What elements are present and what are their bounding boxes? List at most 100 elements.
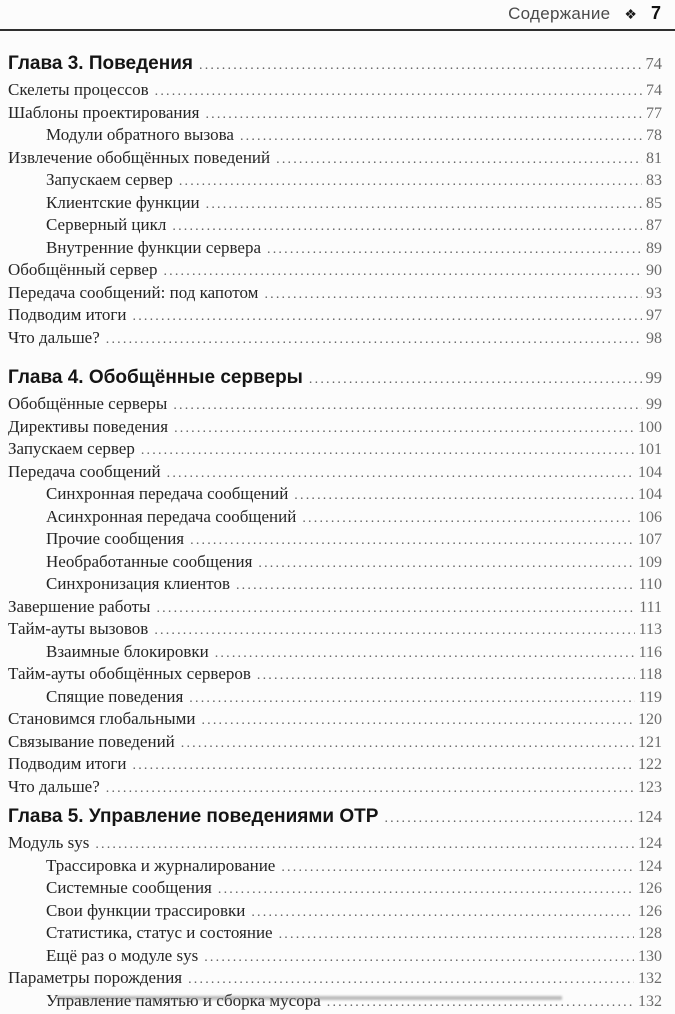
entry-title: Взаимные блокировки xyxy=(46,641,209,664)
dot-leader xyxy=(179,169,642,194)
entry-page-number: 132 xyxy=(638,991,662,1014)
entry-page-number: 107 xyxy=(638,529,662,552)
toc-section: Глава 3. Поведения74 Скелеты процессов 74… xyxy=(8,51,662,349)
toc-entry: Тайм-ауты обобщённых серверов118 xyxy=(8,663,662,686)
entry-title: Статистика, статус и состояние xyxy=(46,922,273,945)
toc-entry: Модули обратного вызова78 xyxy=(8,124,662,147)
dot-leader xyxy=(309,365,642,393)
entry-page-number: 116 xyxy=(639,642,662,665)
header-page-number: 7 xyxy=(651,3,661,24)
dot-leader xyxy=(276,147,642,172)
dot-leader xyxy=(206,192,642,217)
entry-title: Подводим итоги xyxy=(8,753,127,776)
entry-page-number: 89 xyxy=(646,238,662,261)
entry-page-number: 130 xyxy=(638,946,662,969)
dot-leader xyxy=(106,327,642,352)
entry-page-number: 81 xyxy=(646,148,662,171)
toc-section: Глава 5. Управление поведениями OTP124 М… xyxy=(8,804,662,1012)
toc-entry: Передача сообщений 104 xyxy=(8,461,662,484)
entry-page-number: 93 xyxy=(646,283,662,306)
toc-entry: Серверный цикл 87 xyxy=(8,214,662,237)
toc-entry: Запускаем сервер101 xyxy=(8,438,662,461)
chapter-heading: Глава 4. Обобщённые серверы 99 xyxy=(8,365,662,393)
chapter-title: Глава 4. Обобщённые серверы xyxy=(8,365,303,391)
header-title: Содержание xyxy=(508,4,610,24)
entry-page-number: 77 xyxy=(646,103,662,126)
dot-leader xyxy=(154,618,634,643)
dot-leader xyxy=(167,461,634,486)
entry-title: Подводим итоги xyxy=(8,304,127,327)
toc-entry: Спящие поведения119 xyxy=(8,686,662,709)
entry-title: Серверный цикл xyxy=(46,214,166,237)
page-header: Содержание ❖ 7 xyxy=(0,0,675,31)
entry-title: Передача сообщений xyxy=(8,461,161,484)
dot-leader xyxy=(172,214,642,239)
entry-title: Необработанные сообщения xyxy=(46,551,252,574)
dot-leader xyxy=(174,416,634,441)
entry-page-number: 99 xyxy=(646,394,662,417)
table-of-contents: Глава 3. Поведения74 Скелеты процессов 74… xyxy=(0,51,675,1012)
toc-entry: Скелеты процессов 74 xyxy=(8,79,662,102)
chapter-heading: Глава 5. Управление поведениями OTP124 xyxy=(8,804,662,832)
dot-leader xyxy=(199,51,642,79)
entry-page-number: 78 xyxy=(646,125,662,148)
entry-page-number: 100 xyxy=(638,417,662,440)
dot-leader xyxy=(181,731,634,756)
dot-leader xyxy=(384,804,633,832)
chapter-page-number: 99 xyxy=(646,365,663,391)
toc-entry: Что дальше?98 xyxy=(8,327,662,350)
entry-page-number: 124 xyxy=(638,833,662,856)
toc-entry: Статистика, статус и состояние128 xyxy=(8,922,662,945)
entry-title: Модуль sys xyxy=(8,832,89,855)
entry-page-number: 111 xyxy=(639,597,662,620)
entry-page-number: 90 xyxy=(646,260,662,283)
entry-title: Синхронная передача сообщений xyxy=(46,483,288,506)
entry-page-number: 104 xyxy=(638,462,662,485)
entry-title: Что дальше? xyxy=(8,776,100,799)
toc-entry: Становимся глобальными120 xyxy=(8,708,662,731)
entry-page-number: 121 xyxy=(638,732,662,755)
toc-entry: Шаблоны проектирования 77 xyxy=(8,102,662,125)
toc-entry: Внутренние функции сервера 89 xyxy=(8,237,662,260)
toc-entry: Управление памятью и сборка мусора 132 xyxy=(8,990,662,1013)
entry-title: Клиентские функции xyxy=(46,192,200,215)
entry-title: Запускаем сервер xyxy=(46,169,173,192)
toc-section: Глава 4. Обобщённые серверы99 Обобщённые… xyxy=(8,365,662,798)
toc-entry: Асинхронная передача сообщений106 xyxy=(8,506,662,529)
entry-page-number: 118 xyxy=(639,664,662,687)
entry-page-number: 126 xyxy=(638,878,662,901)
entry-title: Внутренние функции сервера xyxy=(46,237,261,260)
entry-page-number: 74 xyxy=(646,80,662,103)
toc-entry: Связывание поведений121 xyxy=(8,731,662,754)
toc-entry: Взаимные блокировки 116 xyxy=(8,641,662,664)
toc-entry: Ещё раз о модуле sys 130 xyxy=(8,945,662,968)
entry-page-number: 87 xyxy=(646,215,662,238)
dot-leader xyxy=(155,79,642,104)
dot-leader xyxy=(133,753,635,778)
chapter-title: Глава 5. Управление поведениями OTP xyxy=(8,804,378,830)
chapter-heading: Глава 3. Поведения74 xyxy=(8,51,662,79)
toc-entry: Тайм-ауты вызовов113 xyxy=(8,618,662,641)
toc-entry: Клиентские функции85 xyxy=(8,192,662,215)
entry-title: Параметры порождения xyxy=(8,967,182,990)
toc-entry: Директивы поведения 100 xyxy=(8,416,662,439)
entry-title: Скелеты процессов xyxy=(8,79,149,102)
entry-page-number: 124 xyxy=(638,856,662,879)
entry-page-number: 83 xyxy=(646,170,662,193)
toc-entry: Синхронная передача сообщений104 xyxy=(8,483,662,506)
entry-title: Шаблоны проектирования xyxy=(8,102,199,125)
entry-page-number: 120 xyxy=(638,709,662,732)
chapter-page-number: 74 xyxy=(646,51,663,77)
dot-leader xyxy=(190,528,634,553)
toc-entry: Подводим итоги122 xyxy=(8,753,662,776)
entry-title: Обобщённый сервер xyxy=(8,259,157,282)
entry-page-number: 126 xyxy=(638,901,662,924)
dot-leader xyxy=(327,990,634,1014)
entry-title: Ещё раз о модуле sys xyxy=(46,945,198,968)
dot-leader xyxy=(258,551,634,576)
entry-title: Управление памятью и сборка мусора xyxy=(46,990,321,1013)
entry-page-number: 119 xyxy=(639,687,662,710)
dot-leader xyxy=(251,900,634,925)
entry-title: Директивы поведения xyxy=(8,416,168,439)
entry-title: Передача сообщений: под капотом xyxy=(8,282,258,305)
